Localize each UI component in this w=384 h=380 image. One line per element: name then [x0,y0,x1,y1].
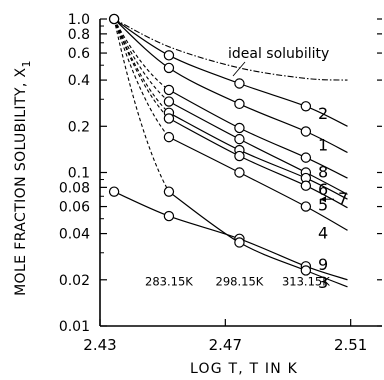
series-4-point [234,167,245,178]
series-4-label: 4 [318,224,328,243]
series-1-point [234,98,245,110]
series-1-point [300,126,312,137]
series-8-point [163,84,175,96]
ideal-solubility-label: ideal solubility [228,46,329,62]
series-6-label: 6 [318,180,328,199]
y-axis-label-text: MOLE FRACTION SOLUBILITY, X [13,67,29,295]
series-2-point [300,101,312,112]
series-7-label: 7 [338,189,348,208]
series-2-label: 2 [318,104,328,123]
series-8-point [300,152,312,163]
series-5-dashed-segment [113,18,170,119]
series-8-label: 8 [318,163,328,182]
series-5-label: 5 [318,195,328,214]
series-3-line [168,191,348,288]
ideal-solubility-leader [232,61,246,77]
series-2-line [113,18,348,127]
series-6-line [168,100,348,195]
series-1-label: 1 [318,135,328,154]
series-3-point [234,237,245,248]
series-6-point [163,96,175,107]
series-9-line [113,191,348,281]
y-tick-label: 0.2 [68,119,90,135]
y-tick-label: 0.6 [68,46,90,62]
series-4-line [168,136,348,231]
y-tick-label: 0.8 [68,27,90,43]
series-7-dashed-segment [113,18,170,114]
series-5-point [234,150,245,162]
label-layer: MOLE FRACTION SOLUBILITY, X1 LOG T, T IN… [13,46,348,377]
series-4-point [163,131,175,143]
series-7-pointer-arrow [320,196,326,203]
y-tick-label: 1.0 [68,12,90,28]
series-4-dashed-segment [113,18,170,138]
temperature-label: 283.15K [145,274,193,288]
series-6-point [234,133,245,145]
series-9-point [163,210,175,222]
start-point [108,13,120,25]
series-6-dashed-segment [113,18,170,102]
series-8-dashed-segment [113,18,170,91]
series-3-point [163,186,175,197]
series-3-label: 3 [318,273,328,292]
y-axis-label-subscript: 1 [20,60,33,67]
axes: 1.00.80.60.40.20.10.080.060.040.020.012.… [59,12,382,354]
x-tick-label: 2.43 [83,336,116,354]
y-tick-label: 0.04 [59,227,90,243]
series-1-line [113,18,348,154]
y-axis-label: MOLE FRACTION SOLUBILITY, X1 [13,60,33,296]
series-7-line [168,112,348,200]
series-8-point [234,122,245,134]
marker-layer [108,13,312,276]
series-2-point [163,50,175,61]
temperature-label: 298.15K [216,274,264,288]
series-3-dashed-segment [113,18,170,192]
series-5-line [168,117,348,209]
temperature-label: 313.15K [282,274,330,288]
series-8-line [168,89,348,179]
series-9-point [108,186,120,197]
series-3-point [300,265,312,276]
y-tick-label: 0.06 [59,200,90,216]
series-5-point [163,113,175,124]
series-2-point [234,78,245,89]
y-tick-label: 0.01 [59,319,90,335]
x-tick-label: 2.47 [209,336,242,354]
series-5-point [300,180,312,191]
y-tick-label: 0.02 [59,273,90,289]
series-4-point [300,201,312,212]
x-tick-label: 2.51 [334,336,367,354]
series-9-label: 9 [318,255,328,274]
x-axis-label: LOG T, T IN K [190,361,298,377]
y-tick-label: 0.4 [68,73,90,89]
series-1-point [163,62,175,74]
y-tick-label: 0.1 [68,166,90,182]
y-tick-label: 0.08 [59,180,90,196]
